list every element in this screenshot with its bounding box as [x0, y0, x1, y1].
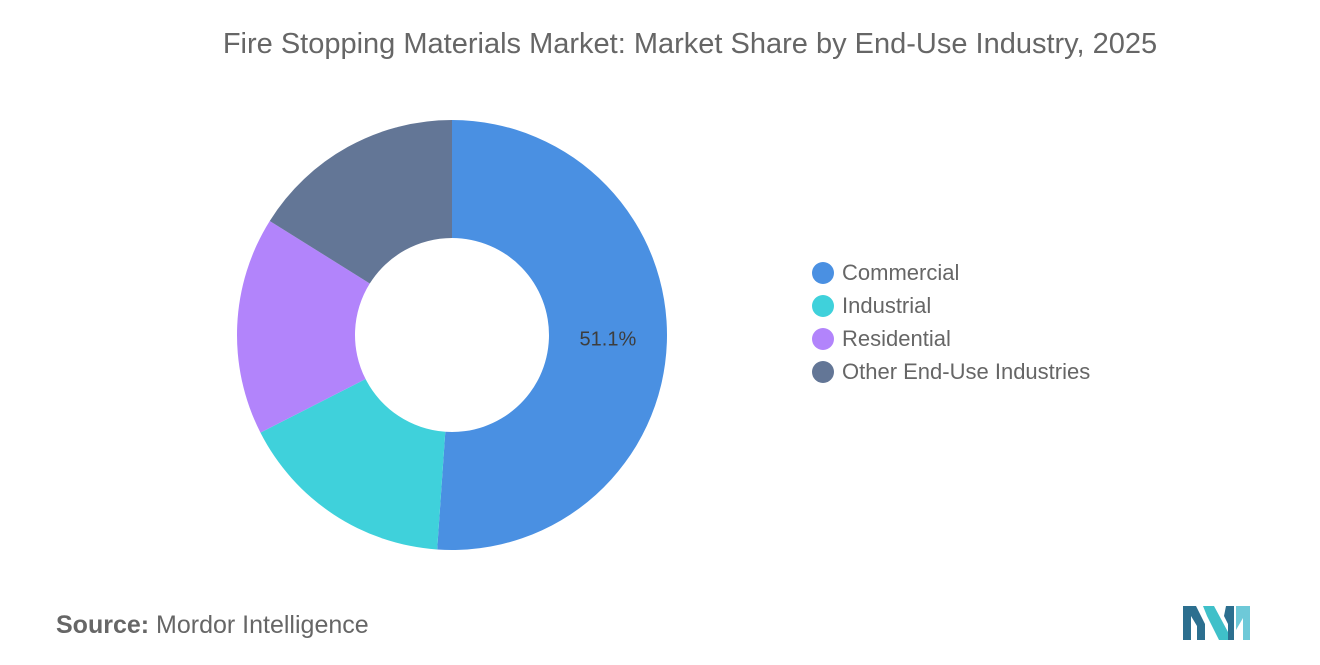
legend-swatch — [812, 360, 834, 383]
legend-item-other-end-use-industries: Other End-Use Industries — [812, 355, 1090, 388]
legend-label: Commercial — [842, 259, 960, 285]
legend-label: Residential — [842, 325, 951, 351]
legend-label: Industrial — [842, 292, 932, 318]
legend-item-residential: Residential — [812, 322, 1090, 355]
mordor-intelligence-logo-icon — [1183, 606, 1250, 640]
slice-commercial — [437, 120, 668, 550]
source-text: Mordor Intelligence — [156, 611, 369, 639]
data-label-commercial: 51.1% — [580, 329, 637, 351]
legend-item-commercial: Commercial — [812, 256, 1090, 289]
slice-other-end-use-industries — [269, 120, 452, 284]
legend-label: Other End-Use Industries — [842, 358, 1091, 384]
legend-swatch — [812, 261, 834, 284]
source-label: Source: — [56, 611, 150, 639]
legend-swatch — [812, 294, 834, 317]
chart-legend: Commercial Industrial Residential Other End… — [812, 256, 1090, 388]
chart-title: Fire Stopping Materials Market: Market S… — [222, 28, 1158, 60]
slice-residential — [237, 220, 370, 433]
source-note: Source: Mordor Intelligence — [56, 611, 369, 640]
legend-swatch — [812, 327, 834, 350]
slice-industrial — [260, 379, 446, 550]
donut-data-labels: 51.1% — [580, 329, 637, 351]
donut-slices — [237, 120, 668, 550]
legend-item-industrial: Industrial — [812, 289, 1090, 322]
